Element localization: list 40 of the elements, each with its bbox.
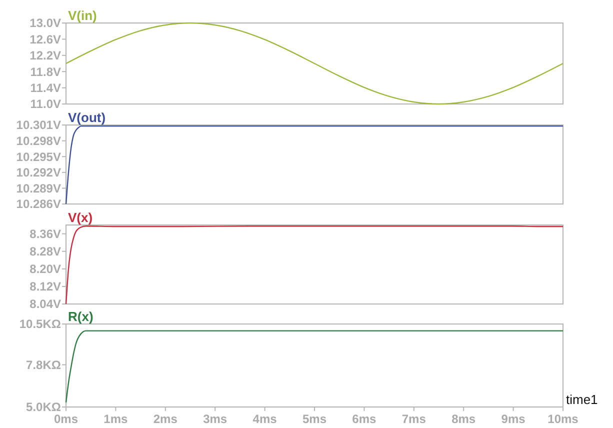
- y-tick-label: 11.4V: [30, 81, 61, 95]
- y-tick-label: 10.5KΩ: [19, 317, 62, 332]
- y-tick-label: 12.6V: [30, 32, 61, 46]
- y-tick-label: 13.0V: [30, 16, 61, 30]
- y-tick-label: 10.286V: [16, 197, 61, 212]
- y-tick-label: 10.295V: [16, 150, 61, 164]
- x-tick-label: 3ms: [203, 412, 228, 426]
- x-tick-label: 8ms: [452, 412, 476, 426]
- x-tick-label: 4ms: [252, 412, 278, 426]
- y-tick-label: 8.28V: [30, 244, 61, 259]
- y-tick-label: 8.04V: [30, 297, 61, 312]
- x-tick-label: 9ms: [501, 412, 526, 426]
- x-tick-label: 2ms: [153, 412, 178, 426]
- x-tick-label: 0ms: [54, 412, 78, 426]
- x-tick-label: 10ms: [548, 412, 579, 426]
- series-label: V(x): [68, 210, 93, 225]
- x-tick-label: 6ms: [352, 412, 377, 426]
- y-tick-label: 11.0V: [30, 97, 61, 112]
- y-tick-label: 12.2V: [30, 48, 61, 63]
- y-tick-label: 10.301V: [16, 118, 61, 132]
- y-tick-label: 7.8KΩ: [26, 358, 62, 372]
- x-tick-label: 1ms: [104, 412, 128, 426]
- y-tick-label: 8.20V: [30, 262, 61, 276]
- y-tick-label: 10.298V: [16, 134, 61, 148]
- series-label: V(out): [68, 110, 106, 125]
- line-series: [65, 125, 564, 205]
- y-tick-label: 10.292V: [16, 166, 61, 180]
- line-series: [65, 22, 564, 105]
- text: time1: [566, 392, 598, 407]
- line-series: [65, 330, 564, 404]
- y-tick-label: 8.12V: [30, 280, 61, 294]
- series-label: R(x): [68, 309, 94, 324]
- y-tick-label: 10.289V: [16, 181, 61, 196]
- y-tick-label: 11.8V: [30, 64, 61, 79]
- x-tick-label: 7ms: [402, 412, 426, 426]
- series-label: V(in): [68, 8, 97, 23]
- line-series: [65, 225, 564, 305]
- y-tick-label: 8.36V: [30, 226, 61, 241]
- x-tick-label: 5ms: [302, 412, 327, 426]
- y-tick-label: 5.0KΩ: [26, 400, 62, 414]
